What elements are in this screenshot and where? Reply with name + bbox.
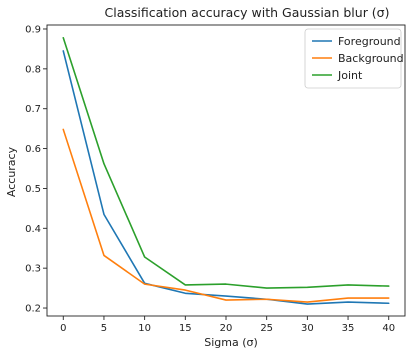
y-tick-label: 0.7 <box>25 104 41 115</box>
x-tick-label: 0 <box>60 323 66 334</box>
legend-box <box>304 28 402 89</box>
x-tick-label: 5 <box>101 323 107 334</box>
plot-area: 0 5 10 15 20 25 30 35 40 0.2 0.3 0.4 0.5 0.6 0.7 0.8 0.9 <box>25 24 406 334</box>
x-tick-label: 40 <box>382 323 395 334</box>
y-tick-label: 0.4 <box>25 224 41 235</box>
x-tick-label: 20 <box>220 323 233 334</box>
y-tick-label: 0.5 <box>25 184 41 195</box>
y-tick-label: 0.8 <box>25 64 41 75</box>
y-tick-label: 0.6 <box>25 144 41 155</box>
legend-label: Background <box>338 52 404 65</box>
x-tick-label: 35 <box>342 323 355 334</box>
y-tick-label: 0.2 <box>25 304 41 315</box>
y-tick-label: 0.3 <box>25 264 41 275</box>
legend: Foreground Background Joint <box>304 28 404 89</box>
series-line-joint <box>62 36 390 289</box>
legend-label: Foreground <box>338 35 401 48</box>
x-axis-label: Sigma (σ) <box>204 336 258 349</box>
x-tick-label: 15 <box>179 323 192 334</box>
legend-label: Joint <box>337 69 363 82</box>
series-line-background <box>62 128 390 303</box>
y-tick-label: 0.9 <box>25 24 41 35</box>
y-axis-label: Accuracy <box>5 146 18 197</box>
chart-title: Classification accuracy with Gaussian bl… <box>105 5 390 20</box>
series-line-foreground <box>62 50 390 305</box>
x-tick-label: 10 <box>138 323 151 334</box>
x-tick-label: 25 <box>260 323 273 334</box>
x-tick-label: 30 <box>301 323 314 334</box>
